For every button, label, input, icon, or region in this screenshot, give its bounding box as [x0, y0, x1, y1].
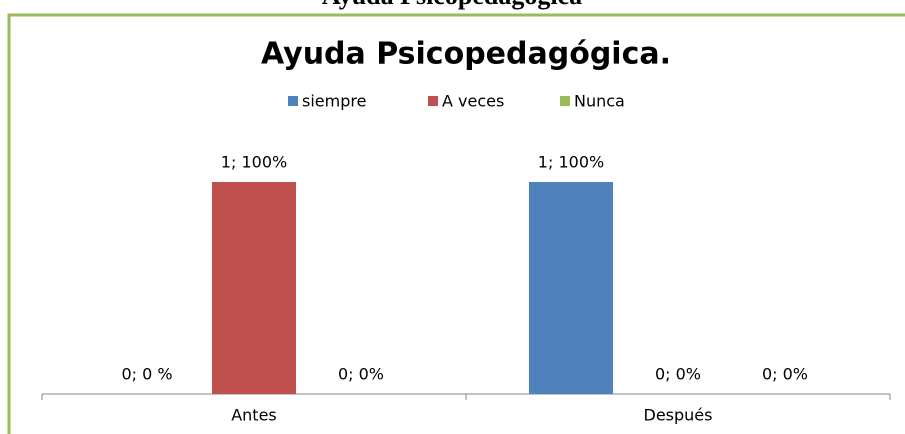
legend-label: siempre	[302, 92, 366, 111]
data-label: 0; 0%	[762, 365, 808, 384]
data-label: 0; 0%	[655, 365, 701, 384]
data-label: 0; 0 %	[121, 365, 172, 384]
chart-title: Ayuda Psicopedagógica.	[261, 37, 671, 72]
bar	[212, 182, 296, 394]
data-label: 0; 0%	[338, 365, 384, 384]
legend-label: A veces	[442, 92, 504, 111]
legend-swatch	[560, 96, 570, 106]
clipped-heading: Ayuda Psicopedagógica	[322, 0, 582, 10]
x-tick-label: Después	[644, 406, 713, 425]
legend-label: Nunca	[574, 92, 625, 111]
legend-swatch	[428, 96, 438, 106]
data-label: 1; 100%	[221, 153, 287, 172]
legend-swatch	[288, 96, 298, 106]
chart-frame	[7, 13, 905, 434]
bar	[529, 182, 613, 394]
data-label: 1; 100%	[538, 153, 604, 172]
x-tick-label: Antes	[231, 406, 277, 425]
